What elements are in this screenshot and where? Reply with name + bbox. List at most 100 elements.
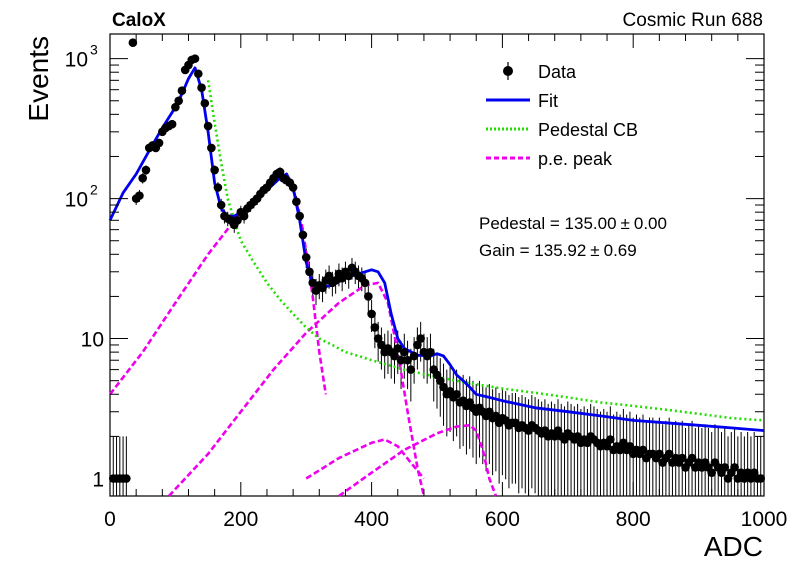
data-point [174,96,183,106]
data-point [664,449,674,459]
data-point [167,119,177,129]
data-point [298,230,308,240]
data-point [370,323,380,332]
data-point [377,340,386,350]
data-point [367,309,376,319]
data-point [344,271,354,281]
data-point [413,340,422,350]
plot-frame [109,33,765,497]
data-point [360,278,370,288]
data-point [138,173,147,183]
data-point [602,441,612,451]
data-point [177,86,187,96]
data-point [193,69,203,79]
y-tick-exponent: 3 [90,42,98,58]
legend-entry-data: Data [503,62,577,82]
data-point [364,292,373,301]
x-tick-label: 200 [223,508,258,531]
y-tick-label: 10 [65,189,88,212]
data-point [154,138,164,148]
data-point [324,271,334,281]
data-point [452,389,461,399]
data-point [573,432,582,441]
y-tick-label: 10 [81,329,104,352]
data-point [197,83,206,93]
data-point [730,463,739,472]
data-point [403,355,412,365]
data-point [677,453,687,463]
data-point [213,183,223,192]
data-point [393,344,403,353]
data-point [400,347,409,357]
data-point [190,54,200,63]
data-point [390,351,399,361]
data-point [406,365,416,374]
data-points [108,38,766,483]
annotation-gain: Gain = 135.92 ±0.69 [479,241,637,260]
data-point [141,165,151,175]
y-tick-exponent: 2 [90,182,98,198]
pe-peak-curve-3 [305,438,425,480]
data-point [435,376,445,385]
data-point [707,468,716,478]
data-point [373,334,383,343]
data-point [233,215,242,225]
y-axis-label: Events [23,36,54,122]
legend-data-marker [503,66,513,76]
data-point [288,183,298,192]
data-point [200,98,210,108]
x-tick-label: 0 [104,508,116,531]
data-point [308,278,318,288]
legend-entry-pe: p.e. peak [486,149,613,169]
x-tick-label: 600 [485,508,520,531]
data-point [687,453,697,463]
data-point [439,382,448,392]
legend-entry-pedestal: Pedestal CB [486,120,638,140]
data-point [318,283,327,293]
data-point [171,102,180,112]
data-point [606,435,615,444]
data-point [720,463,730,472]
data-point [615,445,625,455]
data-point [210,165,219,175]
legend-label-data: Data [538,62,577,82]
data-point [135,191,144,200]
data-point [655,449,664,459]
x-tick-label: 400 [354,508,389,531]
chart-title-left: CaloX [112,10,166,31]
data-point [292,197,301,207]
data-point [619,438,628,448]
y-tick-label: 10 [65,49,88,72]
data-point [239,211,249,221]
data-point [331,276,340,285]
legend-label-pe: p.e. peak [538,149,613,169]
annotation-pedestal: Pedestal = 135.00 ±0.00 [479,214,667,233]
legend-entry-fit: Fit [486,91,558,111]
pedestal-cb-curve [206,80,765,422]
data-point [128,38,138,47]
data-point [426,347,435,357]
data-point [491,411,501,421]
data-point [337,273,347,283]
x-tick-label: 1000 [741,508,788,531]
data-point [416,334,425,343]
data-point [301,253,311,262]
data-point [583,438,592,448]
chart-title-right: Cosmic Run 688 [623,10,763,31]
data-point [396,355,406,365]
y-tick-label: 1 [92,469,104,492]
pe-peak-curve-2 [338,424,498,498]
data-point [207,143,216,153]
x-axis-label: ADC [704,531,763,562]
legend-label-fit: Fit [538,91,558,111]
data-point [203,121,213,131]
data-point [625,441,635,451]
data-point [305,267,314,277]
data-point [216,200,226,210]
data-point [638,445,648,455]
legend: Data Fit Pedestal CB p.e. peak [486,62,638,169]
data-point [409,351,419,361]
